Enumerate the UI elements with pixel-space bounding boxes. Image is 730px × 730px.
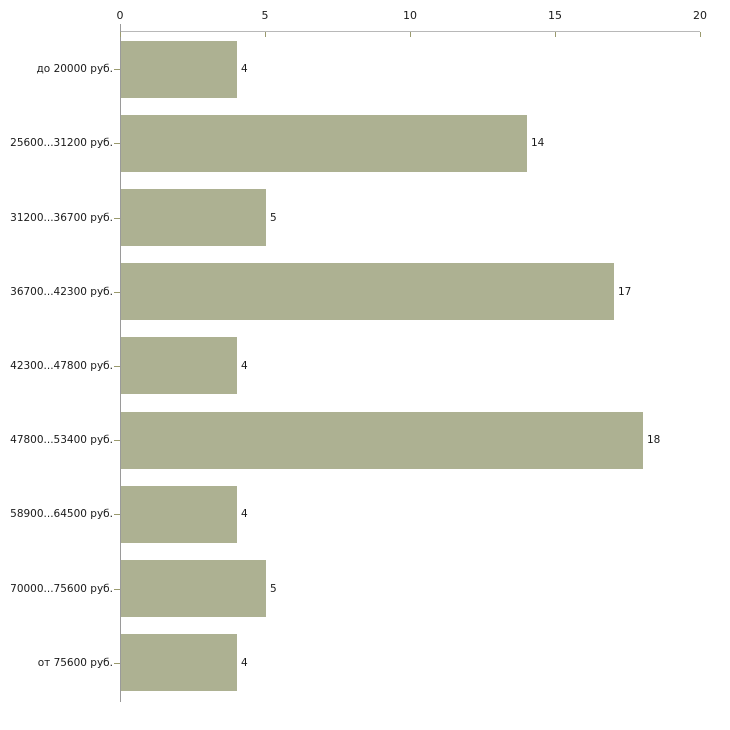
- y-axis-tick: [114, 292, 120, 293]
- y-axis-tick: [114, 663, 120, 664]
- x-axis-tick-label: 20: [693, 9, 707, 22]
- x-axis-tick-label: 10: [403, 9, 417, 22]
- bar-value-label: 5: [270, 211, 277, 224]
- x-axis-line: [120, 31, 700, 32]
- category-label: от 75600 руб.: [37, 656, 113, 669]
- x-axis-tick: [555, 32, 556, 37]
- bar[interactable]: [121, 560, 266, 617]
- bar-value-label: 4: [241, 63, 248, 76]
- bar[interactable]: [121, 263, 614, 321]
- x-axis-tick: [265, 32, 266, 37]
- bar[interactable]: [121, 189, 266, 246]
- category-label: 31200...36700 руб.: [10, 211, 113, 224]
- bar-value-label: 4: [241, 359, 248, 372]
- x-axis-tick-label: 5: [261, 9, 269, 22]
- bar-value-label: 5: [270, 582, 277, 595]
- category-label: до 20000 руб.: [36, 63, 113, 76]
- x-axis-tick: [410, 32, 411, 37]
- y-axis-tick: [114, 440, 120, 441]
- category-label: 47800...53400 руб.: [10, 434, 113, 447]
- bar[interactable]: [121, 485, 237, 543]
- category-label: 70000...75600 руб.: [10, 582, 113, 595]
- bar-value-label: 14: [531, 137, 545, 150]
- category-label: 42300...47800 руб.: [10, 359, 113, 372]
- x-axis-tick-label: 15: [548, 9, 562, 22]
- x-axis-tick: [700, 32, 701, 37]
- bar-value-label: 4: [241, 656, 248, 669]
- y-axis-tick: [114, 143, 120, 144]
- y-axis-tick: [114, 218, 120, 219]
- bar[interactable]: [121, 40, 237, 98]
- bar[interactable]: [121, 411, 643, 469]
- bar-value-label: 4: [241, 508, 248, 521]
- category-label: 36700...42300 руб.: [10, 285, 113, 298]
- bar-value-label: 17: [618, 285, 632, 298]
- x-axis-tick-label: 0: [116, 9, 124, 22]
- bar[interactable]: [121, 634, 237, 692]
- bar-value-label: 18: [647, 434, 661, 447]
- bar[interactable]: [121, 114, 527, 172]
- y-axis-tick: [114, 69, 120, 70]
- x-axis-tick: [120, 32, 121, 37]
- y-axis-line: [120, 24, 121, 702]
- y-axis-tick: [114, 514, 120, 515]
- y-axis-tick: [114, 366, 120, 367]
- category-label: 25600...31200 руб.: [10, 137, 113, 150]
- category-label: 58900...64500 руб.: [10, 508, 113, 521]
- y-axis-tick: [114, 589, 120, 590]
- bar[interactable]: [121, 337, 237, 395]
